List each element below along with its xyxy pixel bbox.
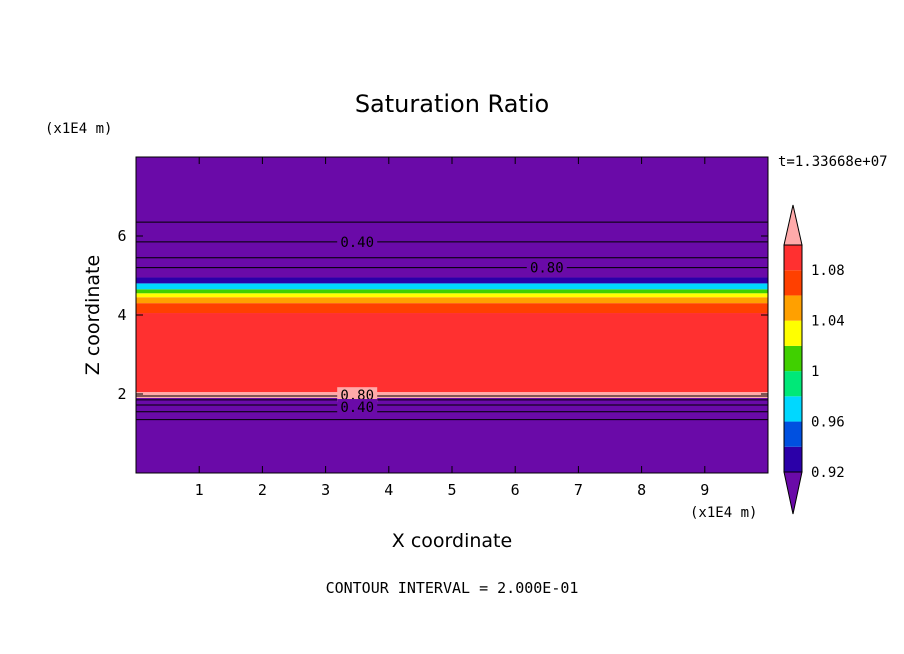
colorbar-frame [783, 244, 803, 473]
x-tick-label-8: 8 [637, 481, 646, 499]
colorbar-under-arrow [783, 471, 803, 515]
colorbar-segment-6 [784, 295, 802, 321]
x-tick-label-3: 3 [321, 481, 330, 499]
x-tick-label-4: 4 [384, 481, 393, 499]
colorbar-label-2: 1 [811, 364, 819, 380]
contour-label-bg-3 [337, 399, 378, 415]
y-axis-title: Z coordinate [82, 255, 104, 375]
chart-title: Saturation Ratio [355, 90, 549, 118]
x-tick-label-9: 9 [700, 481, 709, 499]
y-tick-label-2: 2 [117, 385, 126, 403]
field-band-5 [136, 293, 768, 298]
contour-label-3: 0.40 [340, 400, 374, 416]
colorbar-segment-0 [784, 446, 802, 472]
x-tick-label-2: 2 [258, 481, 267, 499]
colorbar-over-arrow [783, 204, 803, 246]
contour-label-0: 0.40 [340, 235, 374, 251]
colorbar-label-4: 1.08 [811, 263, 845, 279]
y-tick-label-4: 4 [117, 306, 126, 324]
colorbar-label-1: 0.96 [811, 415, 845, 431]
field-band-2 [136, 313, 768, 393]
colorbar-segment-2 [784, 396, 802, 422]
y-tick-label-6: 6 [117, 227, 126, 245]
colorbar-segment-1 [784, 421, 802, 447]
colorbar-label-3: 1.04 [811, 314, 845, 330]
colorbar-segment-7 [784, 270, 802, 296]
time-label: t=1.33668e+07 [778, 154, 888, 170]
field-band-6 [136, 289, 768, 294]
field-band-3 [136, 303, 768, 314]
contour-lines [136, 221, 768, 421]
x-axis-title: X coordinate [392, 530, 512, 552]
x-tick-label-6: 6 [511, 481, 520, 499]
colorbar-segment-8 [784, 245, 802, 271]
contour-label-1: 0.80 [530, 261, 564, 277]
x-unit-label: (x1E4 m) [690, 505, 757, 521]
y-axis-ticks: 2 4 6 [117, 227, 768, 403]
field-band-4 [136, 297, 768, 304]
colorbar-segment-5 [784, 320, 802, 346]
contour-label-bg-0 [337, 233, 378, 249]
field-band-0 [136, 397, 768, 473]
colorbar-segment-4 [784, 345, 802, 372]
x-tick-label-7: 7 [574, 481, 583, 499]
contour-label-bg-2 [337, 387, 378, 403]
x-axis-ticks: 1 2 3 4 5 6 7 8 9 [195, 157, 709, 499]
plot-area [136, 157, 768, 473]
x-tick-label-1: 1 [195, 481, 204, 499]
field-band-8 [136, 277, 768, 284]
colorbar-segment-3 [784, 371, 802, 397]
contour-label-bg-1 [526, 259, 567, 275]
field-band-9 [136, 157, 768, 278]
y-unit-label: (x1E4 m) [45, 121, 112, 137]
field-band-1 [136, 392, 768, 398]
colorbar: 0.92 0.96 1 1.04 1.08 [783, 204, 845, 515]
contour-interval-footer: CONTOUR INTERVAL = 2.000E-01 [326, 579, 579, 597]
colorbar-label-0: 0.92 [811, 465, 845, 481]
field-band-7 [136, 283, 768, 290]
contour-labels: 0.400.800.800.40 [337, 233, 567, 416]
x-tick-label-5: 5 [447, 481, 456, 499]
